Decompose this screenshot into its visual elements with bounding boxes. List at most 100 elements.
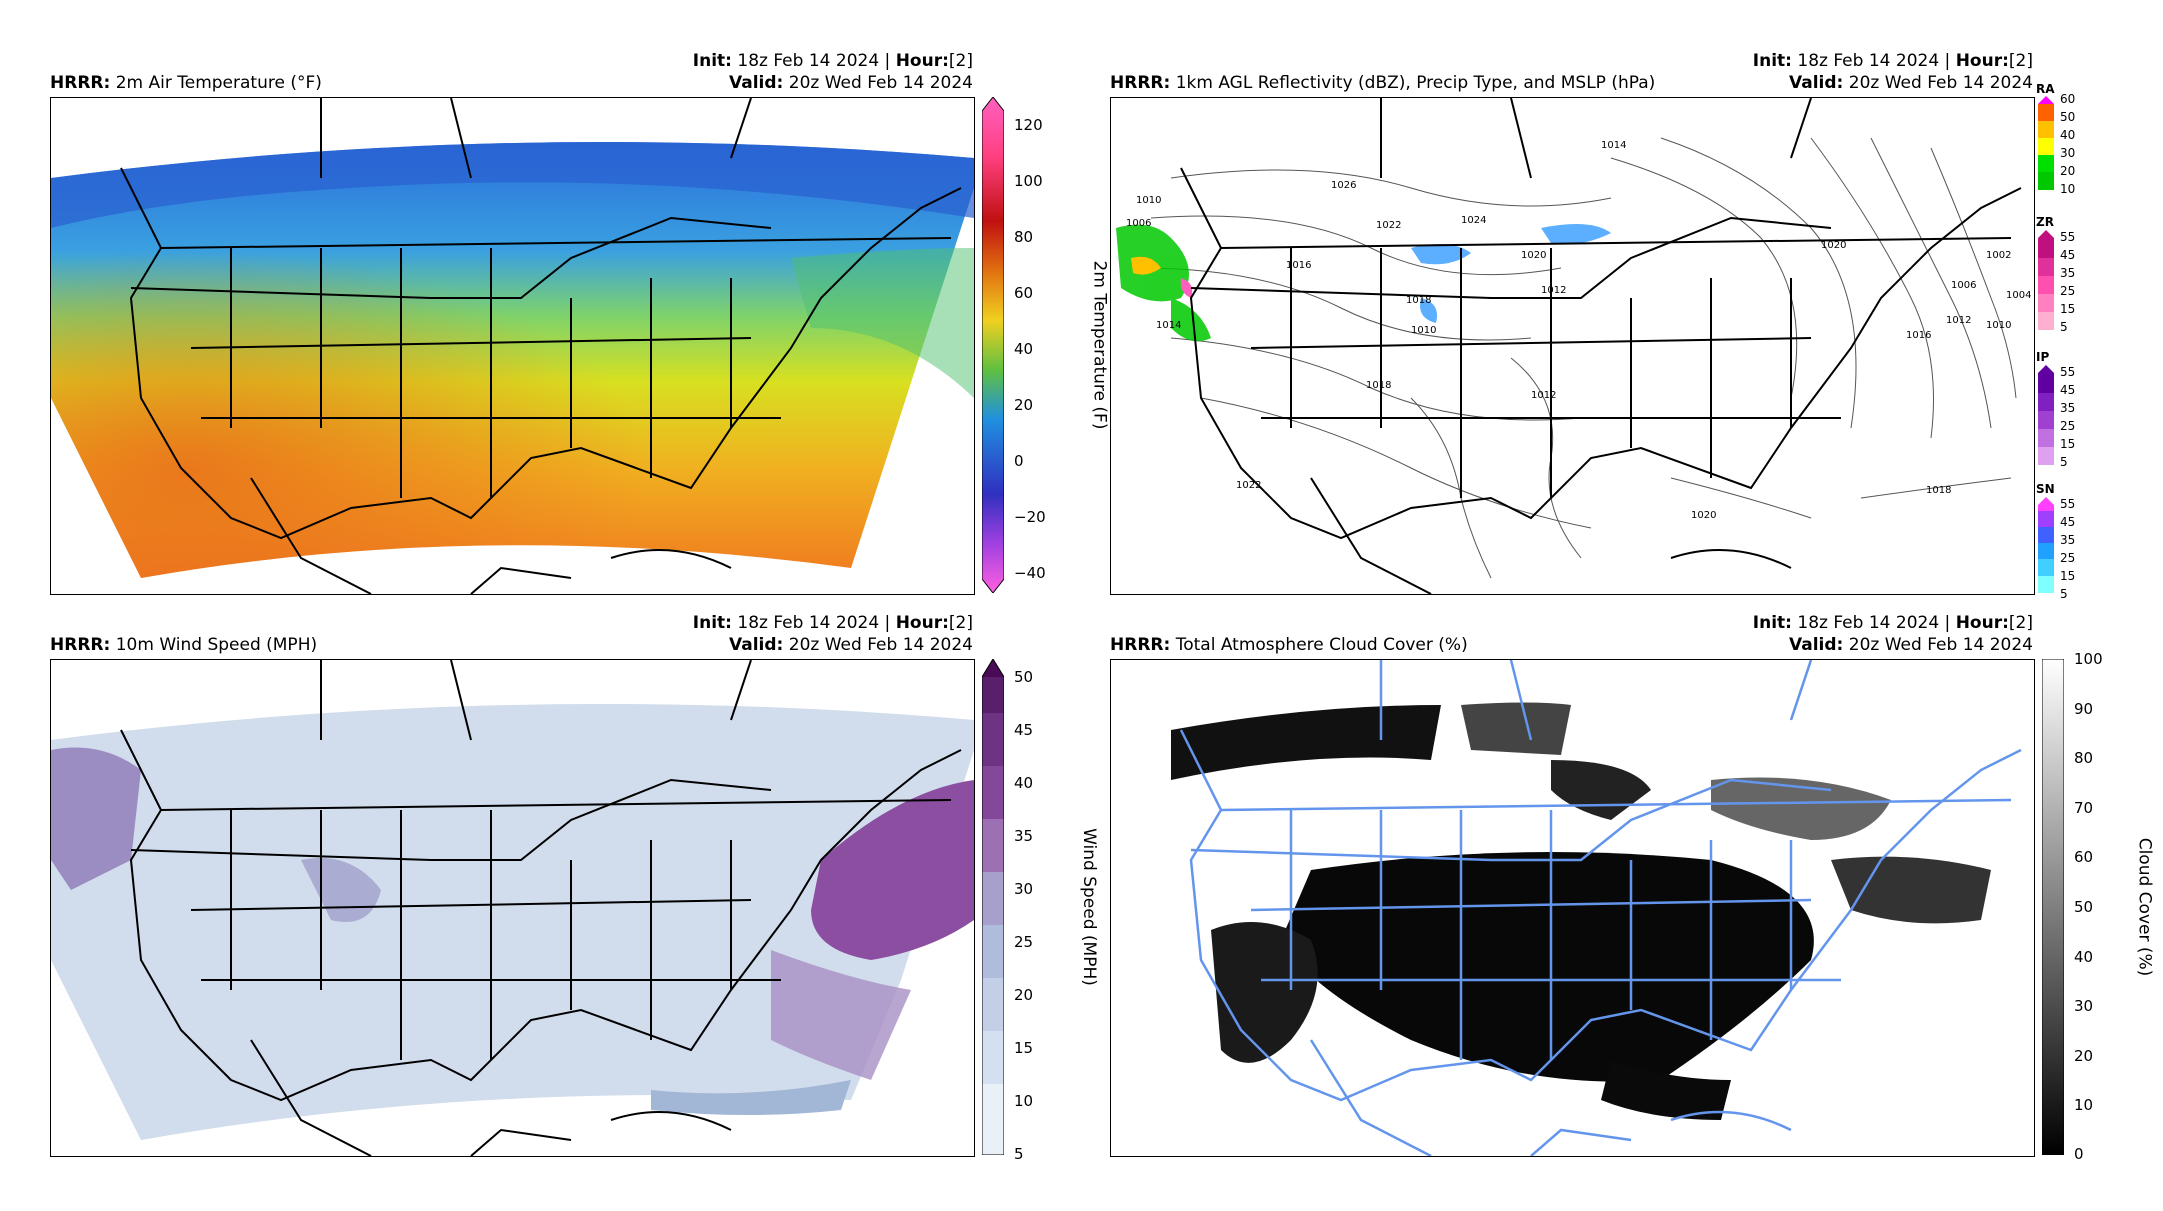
tick-label: 100 xyxy=(1014,172,1043,190)
tick-label: 55 xyxy=(2060,230,2076,244)
tick-label: 40 xyxy=(2060,128,2076,142)
tick-label: 80 xyxy=(2074,749,2094,767)
tick-label: 35 xyxy=(1014,827,1034,845)
tick-label: 15 xyxy=(2060,569,2076,583)
tick-label: 15 xyxy=(2060,302,2076,316)
tick-label: 40 xyxy=(1014,340,1034,358)
isobar-label: 1012 xyxy=(1946,315,1971,326)
isobar-label: 1004 xyxy=(2006,290,2031,301)
tick-label: 30 xyxy=(1014,880,1034,898)
tick-label: 25 xyxy=(2060,284,2076,298)
tick-label: 10 xyxy=(2060,182,2076,196)
panel-init-line: Init: 18z Feb 14 2024 | Hour:[2] xyxy=(1752,51,2033,71)
tick-label: 5 xyxy=(2060,587,2068,601)
isobar-label: 1018 xyxy=(1366,380,1391,391)
isobar-label: 1016 xyxy=(1906,330,1931,341)
ptype-title-ip: IP xyxy=(2036,350,2050,364)
tick-label: 50 xyxy=(2060,110,2076,124)
tick-label: 25 xyxy=(2060,419,2076,433)
panel-temperature: Init: 18z Feb 14 2024 | Hour:[2] HRRR: 2… xyxy=(50,50,1110,610)
cloud-cover-map xyxy=(1110,659,2035,1157)
isobar-label: 1022 xyxy=(1376,220,1401,231)
panel-init-line: Init: 18z Feb 14 2024 | Hour:[2] xyxy=(692,51,973,71)
isobar-label: 1002 xyxy=(1986,250,2011,261)
tick-label: 55 xyxy=(2060,497,2076,511)
tick-label: 45 xyxy=(2060,248,2076,262)
tick-label: 40 xyxy=(2074,948,2094,966)
tick-label: 70 xyxy=(2074,799,2094,817)
tick-label: 50 xyxy=(2074,898,2094,916)
isobar-label: 1022 xyxy=(1236,480,1261,491)
ip-colorbar xyxy=(2038,365,2054,465)
ptype-title-sn: SN xyxy=(2036,482,2055,496)
tick-label: 45 xyxy=(1014,721,1034,739)
tick-label: 35 xyxy=(2060,401,2076,415)
isobar-label: 1020 xyxy=(1821,240,1846,251)
isobar-label: 1010 xyxy=(1136,195,1161,206)
tick-label: 20 xyxy=(2060,164,2076,178)
wind-speed-map xyxy=(50,659,975,1157)
panel-valid-line: Valid: 20z Wed Feb 14 2024 xyxy=(729,73,973,93)
tick-label: 50 xyxy=(1014,668,1034,686)
isobar-label: 1024 xyxy=(1461,215,1486,226)
panel-valid-line: Valid: 20z Wed Feb 14 2024 xyxy=(1789,635,2033,655)
isobar-label: 1020 xyxy=(1521,250,1546,261)
isobar-label: 1014 xyxy=(1601,140,1626,151)
isobar-label: 1010 xyxy=(1986,320,2011,331)
panel-wind-speed: Init: 18z Feb 14 2024 | Hour:[2] HRRR: 1… xyxy=(50,612,1110,1172)
tick-label: 45 xyxy=(2060,515,2076,529)
tick-label: −20 xyxy=(1014,508,1046,526)
tick-label: 120 xyxy=(1014,116,1043,134)
temperature-colorbar xyxy=(981,96,1005,594)
tick-label: 0 xyxy=(2074,1145,2084,1163)
tick-label: 60 xyxy=(2060,92,2076,106)
panel-cloud-cover: Init: 18z Feb 14 2024 | Hour:[2] HRRR: T… xyxy=(1110,612,2163,1172)
tick-label: 60 xyxy=(1014,284,1034,302)
tick-label: −40 xyxy=(1014,564,1046,582)
tick-label: 45 xyxy=(2060,383,2076,397)
tick-label: 20 xyxy=(2074,1047,2094,1065)
reflectivity-map: 1014 1026 1022 1010 1006 1016 1014 1024 … xyxy=(1110,97,2035,595)
temperature-map xyxy=(50,97,975,595)
isobar-label: 1018 xyxy=(1926,485,1951,496)
tick-label: 80 xyxy=(1014,228,1034,246)
colorbar-label: 2m Temperature (F) xyxy=(1089,260,1110,430)
panel-reflectivity: Init: 18z Feb 14 2024 | Hour:[2] HRRR: 1… xyxy=(1110,50,2163,610)
isobar-label: 1016 xyxy=(1286,260,1311,271)
tick-label: 5 xyxy=(2060,455,2068,469)
ra-colorbar xyxy=(2038,96,2054,190)
isobar-label: 1014 xyxy=(1156,320,1181,331)
tick-label: 20 xyxy=(1014,986,1034,1004)
colorbar-label: Cloud Cover (%) xyxy=(2134,837,2155,977)
isobar-label: 1010 xyxy=(1411,325,1436,336)
tick-label: 30 xyxy=(2060,146,2076,160)
isobar-label: 1026 xyxy=(1331,180,1356,191)
panel-title: HRRR: 1km AGL Reflectivity (dBZ), Precip… xyxy=(1110,73,1656,93)
cloud-cover-colorbar xyxy=(2041,658,2065,1156)
tick-label: 15 xyxy=(1014,1039,1034,1057)
tick-label: 30 xyxy=(2074,997,2094,1015)
ptype-title-zr: ZR xyxy=(2036,215,2054,229)
panel-valid-line: Valid: 20z Wed Feb 14 2024 xyxy=(729,635,973,655)
tick-label: 90 xyxy=(2074,700,2094,718)
tick-label: 40 xyxy=(1014,774,1034,792)
isobar-label: 1012 xyxy=(1531,390,1556,401)
wind-speed-colorbar xyxy=(981,658,1005,1156)
panel-title: HRRR: Total Atmosphere Cloud Cover (%) xyxy=(1110,635,1468,655)
tick-label: 25 xyxy=(2060,551,2076,565)
panel-init-line: Init: 18z Feb 14 2024 | Hour:[2] xyxy=(1752,613,2033,633)
panel-init-line: Init: 18z Feb 14 2024 | Hour:[2] xyxy=(692,613,973,633)
ptype-title-ra: RA xyxy=(2036,82,2055,96)
tick-label: 60 xyxy=(2074,848,2094,866)
tick-label: 35 xyxy=(2060,533,2076,547)
isobar-label: 1018 xyxy=(1406,295,1431,306)
tick-label: 10 xyxy=(1014,1092,1034,1110)
tick-label: 35 xyxy=(2060,266,2076,280)
tick-label: 20 xyxy=(1014,396,1034,414)
panel-valid-line: Valid: 20z Wed Feb 14 2024 xyxy=(1789,73,2033,93)
panel-title: HRRR: 10m Wind Speed (MPH) xyxy=(50,635,318,655)
tick-label: 25 xyxy=(1014,933,1034,951)
colorbar-label: Wind Speed (MPH) xyxy=(1078,828,1099,986)
isobar-label: 1006 xyxy=(1951,280,1976,291)
tick-label: 0 xyxy=(1014,452,1024,470)
